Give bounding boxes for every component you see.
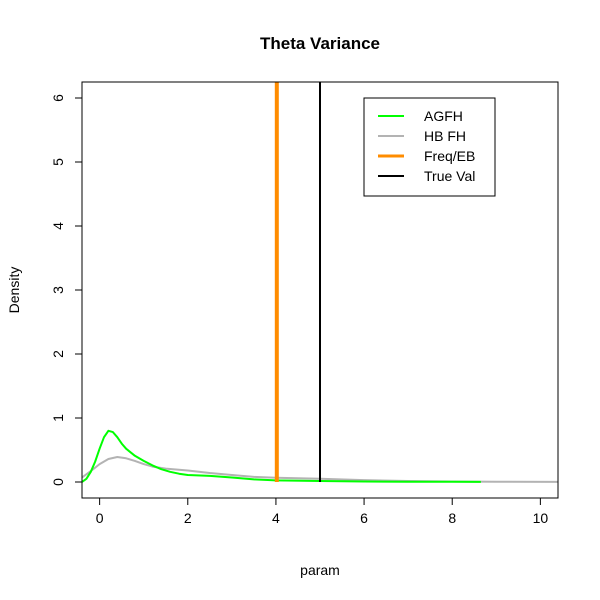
- y-tick-label: 4: [50, 222, 66, 230]
- x-tick-label: 8: [448, 510, 456, 526]
- x-tick-label: 10: [533, 510, 549, 526]
- y-axis-label: Density: [6, 267, 22, 314]
- y-tick-label: 3: [50, 286, 66, 294]
- y-tick-label: 1: [50, 414, 66, 422]
- x-tick-label: 6: [360, 510, 368, 526]
- plot-series: [82, 82, 558, 483]
- legend-box: [363, 97, 496, 197]
- y-axis: 0 1 2 3 4 5 6: [50, 94, 83, 486]
- x-axis-label: param: [300, 562, 340, 578]
- plot-frame: [81, 81, 559, 499]
- y-tick-label: 0: [50, 478, 66, 486]
- y-tick-label: 5: [50, 158, 66, 166]
- y-tick-label: 2: [50, 350, 66, 358]
- legend: AGFH HB FH Freq/EB True Val: [363, 97, 496, 197]
- legend-label-freq-eb: Freq/EB: [424, 148, 475, 164]
- x-axis: 0 2 4 6 8 10: [96, 497, 549, 526]
- x-tick-label: 4: [272, 510, 280, 526]
- x-tick-label: 2: [184, 510, 192, 526]
- legend-label-true-val: True Val: [424, 168, 475, 184]
- legend-label-agfh: AGFH: [424, 108, 463, 124]
- series-line-agfh: [82, 429, 481, 483]
- chart-title: Theta Variance: [260, 34, 380, 53]
- legend-label-hb-fh: HB FH: [424, 128, 466, 144]
- x-tick-label: 0: [96, 510, 104, 526]
- y-tick-label: 6: [50, 94, 66, 102]
